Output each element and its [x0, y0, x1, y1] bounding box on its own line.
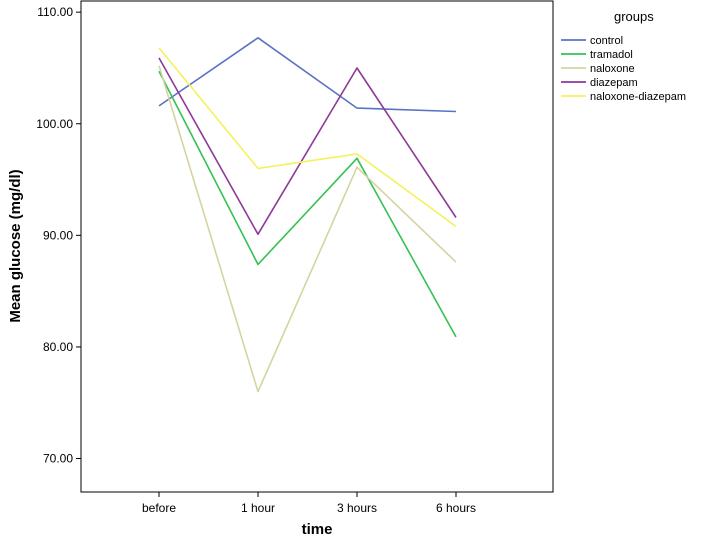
legend-entry: tramadol — [590, 49, 633, 61]
series-line-diazepam — [158, 57, 457, 235]
legend-entry: control — [590, 35, 623, 47]
x-tick-label: 6 hours — [436, 501, 476, 515]
y-tick-label: 100.00 — [36, 117, 73, 131]
series-line-control — [158, 36, 457, 113]
series-line-tramadol — [158, 70, 457, 338]
x-tick-label: 1 hour — [241, 501, 275, 515]
legend-title: groups — [614, 9, 654, 24]
series-line-naloxone-diazepam — [158, 47, 457, 228]
series-lines — [158, 36, 457, 393]
x-tick-label: 3 hours — [337, 501, 377, 515]
series-line-naloxone — [158, 65, 457, 393]
legend-entry: naloxone-diazepam — [590, 91, 686, 103]
legend: groups control tramadol naloxone diazepam na… — [561, 9, 686, 103]
plot-area — [80, 0, 554, 493]
x-axis: before 1 hour 3 hours 6 hours — [142, 492, 476, 515]
y-axis-title: Mean glucose (mg/dl) — [7, 169, 24, 322]
y-tick-label: 90.00 — [43, 228, 73, 242]
x-tick-label: before — [142, 501, 176, 515]
legend-entry: diazepam — [590, 77, 638, 89]
x-axis-title: time — [302, 521, 333, 538]
y-tick-label: 80.00 — [43, 340, 73, 354]
legend-entry: naloxone — [590, 63, 635, 75]
y-axis: 70.00 80.00 90.00 100.00 110.00 — [36, 5, 81, 466]
y-tick-label: 110.00 — [37, 5, 73, 19]
y-tick-label: 70.00 — [43, 452, 73, 466]
